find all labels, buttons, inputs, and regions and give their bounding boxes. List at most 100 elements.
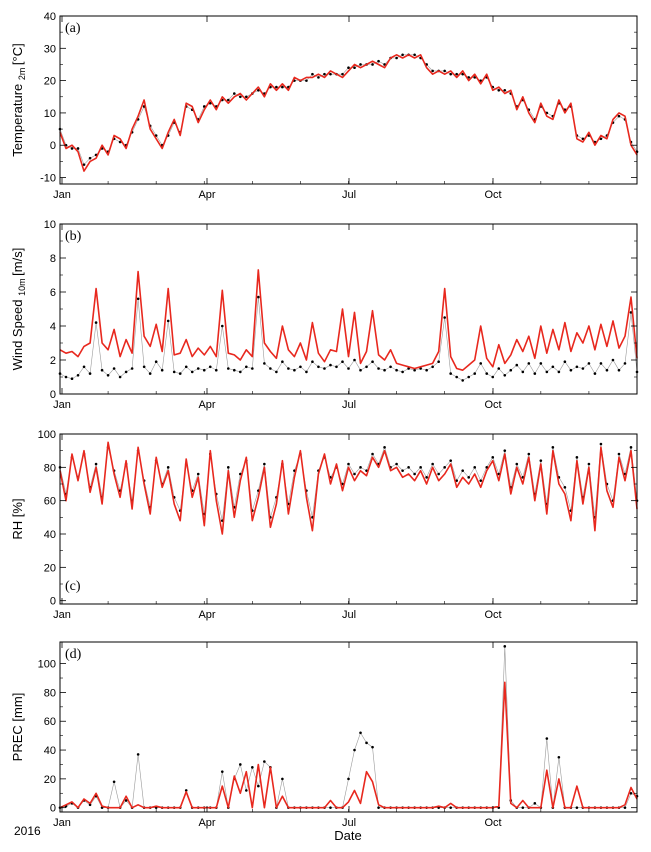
- obs-point: [509, 368, 513, 372]
- obs-point: [617, 114, 621, 118]
- obs-point: [335, 365, 338, 369]
- obs-point: [557, 755, 561, 759]
- panel-1: 0 2 4 6 8 10 Jan Apr Jul Oct (b) Wind Speed 10m [m/…: [10, 219, 639, 411]
- obs-point: [112, 367, 116, 370]
- x-axis-label: Date: [334, 828, 361, 843]
- obs-point: [166, 466, 170, 469]
- obs-point: [214, 368, 218, 372]
- obs-point: [479, 362, 483, 365]
- obs-point: [239, 472, 242, 476]
- obs-point: [305, 370, 308, 374]
- obs-point: [88, 156, 92, 160]
- plot-frame: [59, 15, 638, 185]
- obs-point: [467, 76, 471, 79]
- obs-point: [587, 462, 591, 466]
- y-tick-label: 10: [44, 108, 56, 120]
- obs-point: [202, 105, 206, 108]
- obs-point: [407, 466, 410, 469]
- x-tick-label: Jul: [342, 399, 356, 411]
- obs-point: [76, 374, 80, 377]
- obs-point: [263, 362, 266, 365]
- y-tick-label: 0: [50, 140, 56, 152]
- y-tick-label: 4: [50, 321, 56, 333]
- obs-point: [220, 770, 224, 773]
- obs-point: [353, 66, 356, 69]
- obs-point: [329, 72, 332, 76]
- obs-point: [341, 360, 344, 364]
- obs-point: [196, 472, 200, 476]
- obs-point: [341, 72, 344, 76]
- obs-point: [281, 777, 284, 781]
- x-tick-label: Jan: [53, 609, 71, 621]
- obs-point: [112, 780, 116, 784]
- panel-label: (d): [65, 647, 82, 662]
- obs-point: [431, 69, 434, 73]
- y-tick-label: -10: [40, 173, 56, 185]
- panel-label: (c): [65, 579, 81, 594]
- y-tick-label: 60: [44, 496, 56, 508]
- obs-point: [251, 766, 254, 769]
- obs-point: [353, 748, 356, 752]
- obs-point: [70, 147, 74, 150]
- obs-point: [371, 452, 374, 456]
- x-tick-label: Jan: [53, 817, 71, 829]
- obs-point: [419, 367, 422, 370]
- obs-point: [347, 777, 350, 781]
- obs-point: [359, 368, 362, 372]
- obs-point: [190, 370, 194, 374]
- x-tick-label: Oct: [484, 817, 501, 829]
- obs-point: [154, 360, 158, 364]
- obs-point: [539, 362, 543, 365]
- obs-point: [70, 377, 74, 381]
- obs-point: [353, 472, 356, 476]
- obs-point: [299, 365, 302, 369]
- obs-point: [371, 63, 374, 66]
- obs-point: [281, 85, 284, 89]
- obs-point: [587, 362, 591, 365]
- obs-point: [383, 63, 386, 66]
- model-line: [59, 681, 638, 809]
- y-tick-label: 80: [44, 462, 56, 474]
- obs-point: [431, 365, 434, 369]
- obs-point: [323, 72, 326, 76]
- obs-point: [166, 319, 170, 323]
- obs-point: [178, 372, 182, 375]
- obs-point: [575, 365, 579, 369]
- obs-point: [395, 462, 398, 466]
- obs-point: [437, 360, 440, 364]
- y-tick-label: 100: [38, 659, 56, 671]
- obs-point: [377, 367, 380, 370]
- model-line: [59, 53, 638, 172]
- panel-label: (a): [65, 21, 81, 36]
- obs-point: [275, 370, 278, 374]
- obs-point: [305, 79, 308, 82]
- obs-point: [503, 89, 507, 92]
- obs-point: [599, 362, 603, 365]
- obs-point: [317, 365, 320, 369]
- obs-point: [461, 72, 464, 76]
- obs-point: [136, 297, 140, 301]
- obs-point: [593, 372, 597, 375]
- obs-point: [377, 806, 380, 809]
- x-tick-label: Jul: [342, 189, 356, 201]
- obs-point: [461, 379, 464, 382]
- x-tick-label: Jan: [53, 399, 71, 411]
- x-tick-label: Jan: [53, 189, 71, 201]
- x-tick-label: Oct: [484, 609, 501, 621]
- y-axis-label: Temperature 2m [°C]: [10, 43, 27, 156]
- obs-point: [533, 802, 537, 805]
- obs-point: [545, 370, 549, 374]
- obs-point: [196, 367, 200, 370]
- obs-point: [443, 69, 446, 73]
- obs-point: [395, 56, 398, 60]
- obs-point: [359, 466, 362, 469]
- x-tick-label: Oct: [484, 189, 501, 201]
- obs-point: [497, 367, 501, 370]
- obs-point: [491, 375, 495, 379]
- obs-point: [449, 459, 452, 462]
- obs-point: [503, 374, 507, 377]
- obs-point: [329, 806, 332, 809]
- obs-point: [557, 370, 561, 374]
- obs-point: [371, 360, 374, 364]
- y-tick-label: 20: [44, 76, 56, 88]
